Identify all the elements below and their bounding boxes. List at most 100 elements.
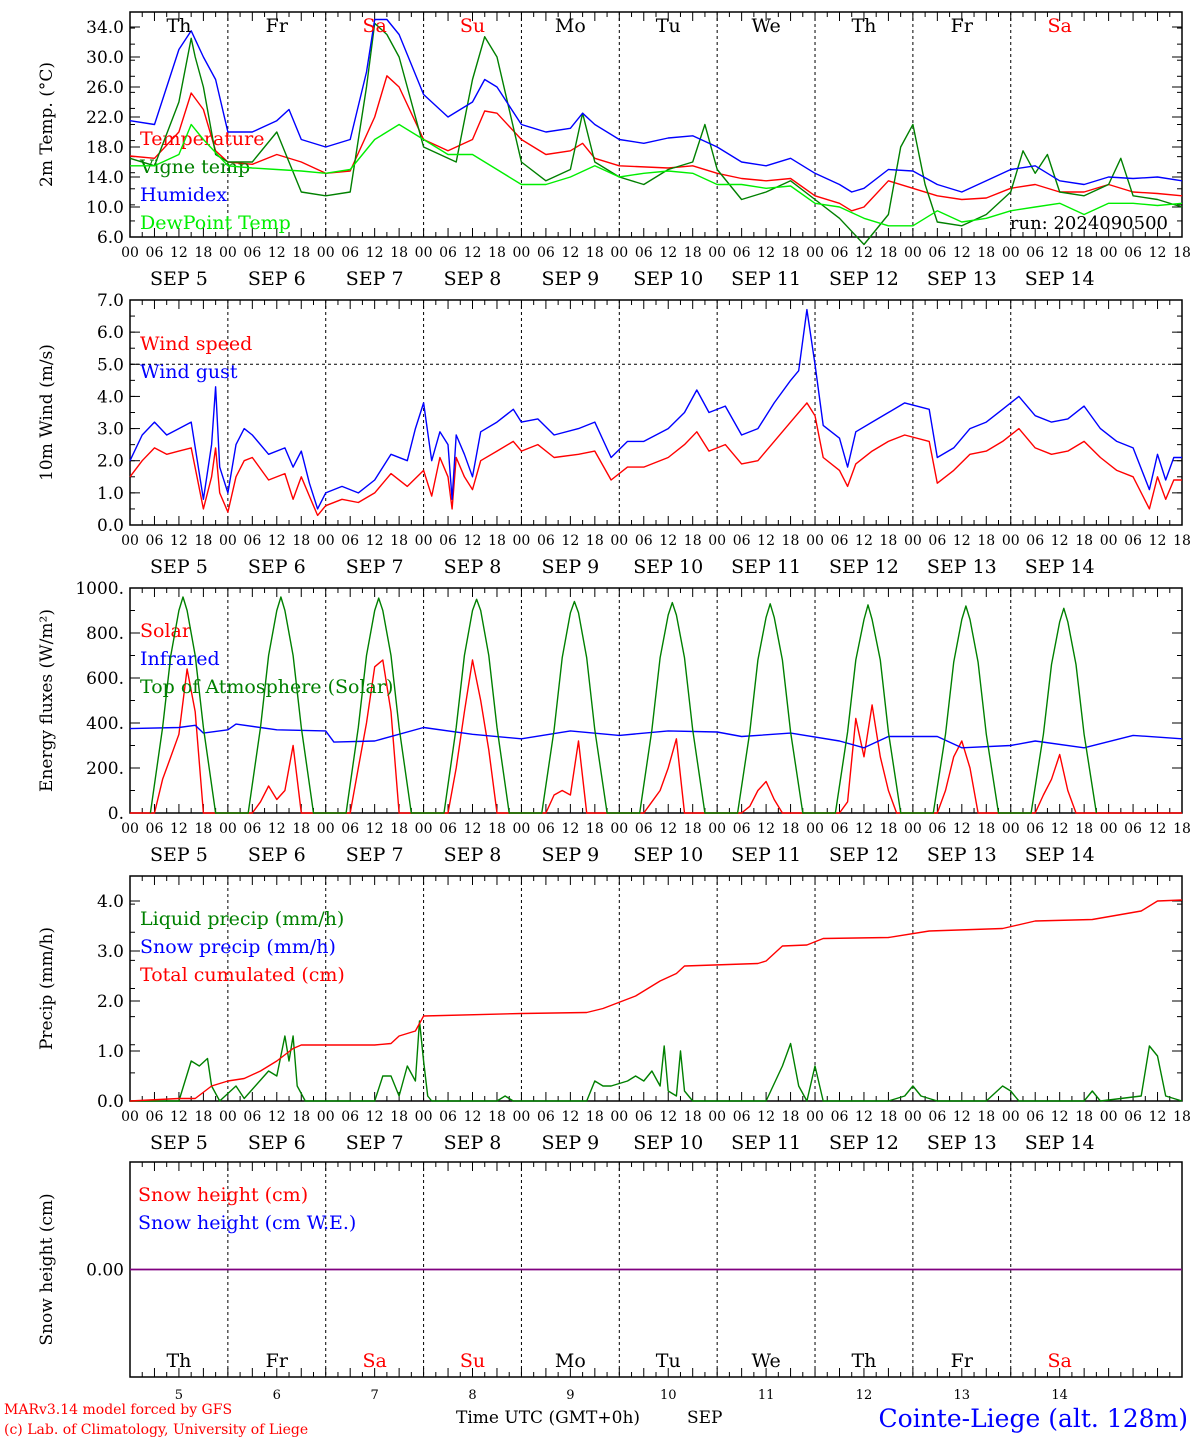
hour-tick-label: 06 bbox=[243, 821, 261, 837]
date-label: SEP 11 bbox=[731, 844, 801, 866]
hour-tick-label: 18 bbox=[488, 1109, 506, 1125]
hour-tick-label: 06 bbox=[439, 821, 457, 837]
weekday-label: Th bbox=[851, 15, 876, 37]
hour-tick-label: 00 bbox=[219, 821, 237, 837]
date-label: SEP 11 bbox=[731, 268, 801, 290]
day-number-label: 9 bbox=[566, 1388, 574, 1403]
date-label: SEP 13 bbox=[927, 556, 997, 578]
date-label: SEP 13 bbox=[927, 844, 997, 866]
date-label: SEP 9 bbox=[541, 556, 599, 578]
weekday-label: Tu bbox=[656, 15, 681, 37]
hour-tick-label: 00 bbox=[317, 821, 335, 837]
hour-tick-label: 06 bbox=[831, 821, 849, 837]
date-label: SEP 8 bbox=[444, 1132, 502, 1154]
hour-tick-label: 06 bbox=[635, 821, 653, 837]
hour-tick-label: 12 bbox=[757, 1109, 775, 1125]
day-number-label: 5 bbox=[175, 1388, 183, 1403]
hour-tick-label: 06 bbox=[928, 245, 946, 261]
weekday-label: We bbox=[751, 15, 780, 37]
hour-tick-label: 12 bbox=[953, 821, 971, 837]
y-axis-label: Energy fluxes (W/m²) bbox=[37, 609, 57, 792]
weekday-label: Sa bbox=[362, 15, 386, 37]
lab-credit: (c) Lab. of Climatology, University of L… bbox=[4, 1422, 308, 1438]
hour-tick-label: 00 bbox=[513, 245, 531, 261]
y-tick-label: 22.0 bbox=[86, 108, 124, 128]
hour-tick-label: 18 bbox=[390, 1109, 408, 1125]
y-tick-label: 4.0 bbox=[97, 387, 124, 407]
hour-tick-label: 18 bbox=[684, 821, 702, 837]
hour-tick-label: 18 bbox=[782, 245, 800, 261]
series-line-1 bbox=[130, 1020, 1183, 1102]
hour-tick-label: 00 bbox=[219, 245, 237, 261]
y-axis-label: 10m Wind (m/s) bbox=[37, 344, 57, 481]
hour-tick-label: 12 bbox=[1149, 821, 1167, 837]
hour-tick-label: 18 bbox=[1173, 533, 1191, 549]
hour-tick-label: 00 bbox=[708, 533, 726, 549]
hour-tick-label: 12 bbox=[268, 821, 286, 837]
hour-tick-label: 18 bbox=[880, 821, 898, 837]
weekday-label: Fr bbox=[951, 1350, 974, 1372]
date-label: SEP 7 bbox=[346, 556, 404, 578]
chart-panel-4: 0.0 1.0 2.0 3.0 4.0 Precip (mm/h) Liquid preci… bbox=[37, 875, 1191, 1154]
hour-tick-label: 06 bbox=[341, 1109, 359, 1125]
weekday-label: Th bbox=[166, 1350, 191, 1372]
hour-tick-label: 12 bbox=[659, 1109, 677, 1125]
weekday-label: Th bbox=[166, 15, 191, 37]
weekday-label: Fr bbox=[266, 15, 289, 37]
hour-tick-label: 06 bbox=[733, 1109, 751, 1125]
y-tick-label: 800. bbox=[86, 624, 124, 644]
hour-tick-label: 06 bbox=[733, 821, 751, 837]
hour-tick-label: 18 bbox=[782, 533, 800, 549]
plot-frame bbox=[129, 299, 1183, 526]
hour-tick-label: 12 bbox=[1149, 533, 1167, 549]
date-label: SEP 9 bbox=[541, 1132, 599, 1154]
hour-tick-label: 12 bbox=[1051, 533, 1069, 549]
hour-tick-label: 12 bbox=[170, 533, 188, 549]
hour-tick-label: 18 bbox=[586, 821, 604, 837]
hour-tick-label: 12 bbox=[1149, 245, 1167, 261]
hour-tick-label: 12 bbox=[366, 1109, 384, 1125]
date-label: SEP 13 bbox=[927, 1132, 997, 1154]
hour-tick-label: 12 bbox=[268, 245, 286, 261]
hour-tick-label: 12 bbox=[1149, 1109, 1167, 1125]
weekday-label: We bbox=[751, 1350, 780, 1372]
y-tick-label: 14.0 bbox=[86, 168, 124, 188]
hour-tick-label: 00 bbox=[317, 245, 335, 261]
hour-tick-label: 12 bbox=[757, 821, 775, 837]
legend-entry: Solar bbox=[140, 620, 192, 642]
hour-tick-label: 00 bbox=[610, 1109, 628, 1125]
date-label: SEP 8 bbox=[444, 556, 502, 578]
date-label: SEP 5 bbox=[150, 268, 208, 290]
weekday-label: Th bbox=[851, 1350, 876, 1372]
hour-tick-label: 18 bbox=[488, 533, 506, 549]
date-label: SEP 6 bbox=[248, 1132, 306, 1154]
legend-entry: DewPoint Temp bbox=[140, 212, 291, 234]
date-label: SEP 7 bbox=[346, 844, 404, 866]
series-line-1 bbox=[130, 659, 1182, 814]
hour-tick-label: 06 bbox=[1026, 1109, 1044, 1125]
hour-tick-label: 00 bbox=[415, 533, 433, 549]
hour-tick-label: 12 bbox=[855, 821, 873, 837]
location-label: Cointe-Liege (alt. 128m) bbox=[879, 1404, 1188, 1433]
hour-tick-label: 18 bbox=[782, 1109, 800, 1125]
hour-tick-label: 00 bbox=[415, 1109, 433, 1125]
hour-tick-label: 06 bbox=[243, 1109, 261, 1125]
legend-entry: Vigne temp bbox=[139, 156, 250, 178]
hour-tick-label: 06 bbox=[928, 1109, 946, 1125]
hour-tick-label: 18 bbox=[586, 533, 604, 549]
hour-tick-label: 00 bbox=[317, 533, 335, 549]
y-tick-label: 0. bbox=[108, 804, 124, 824]
hour-tick-label: 00 bbox=[121, 533, 139, 549]
hour-tick-label: 06 bbox=[146, 533, 164, 549]
hour-tick-label: 18 bbox=[684, 245, 702, 261]
y-tick-label: 0.0 bbox=[97, 516, 124, 536]
hour-tick-label: 06 bbox=[831, 245, 849, 261]
plot-frame bbox=[129, 587, 1183, 814]
y-tick-label: 18.0 bbox=[86, 138, 124, 158]
hour-tick-label: 12 bbox=[757, 533, 775, 549]
model-credit: MARv3.14 model forced by GFS bbox=[4, 1402, 232, 1418]
date-label: SEP 7 bbox=[346, 1132, 404, 1154]
legend-entry: Top of Atmosphere (Solar) bbox=[140, 676, 393, 698]
date-label: SEP 5 bbox=[150, 556, 208, 578]
